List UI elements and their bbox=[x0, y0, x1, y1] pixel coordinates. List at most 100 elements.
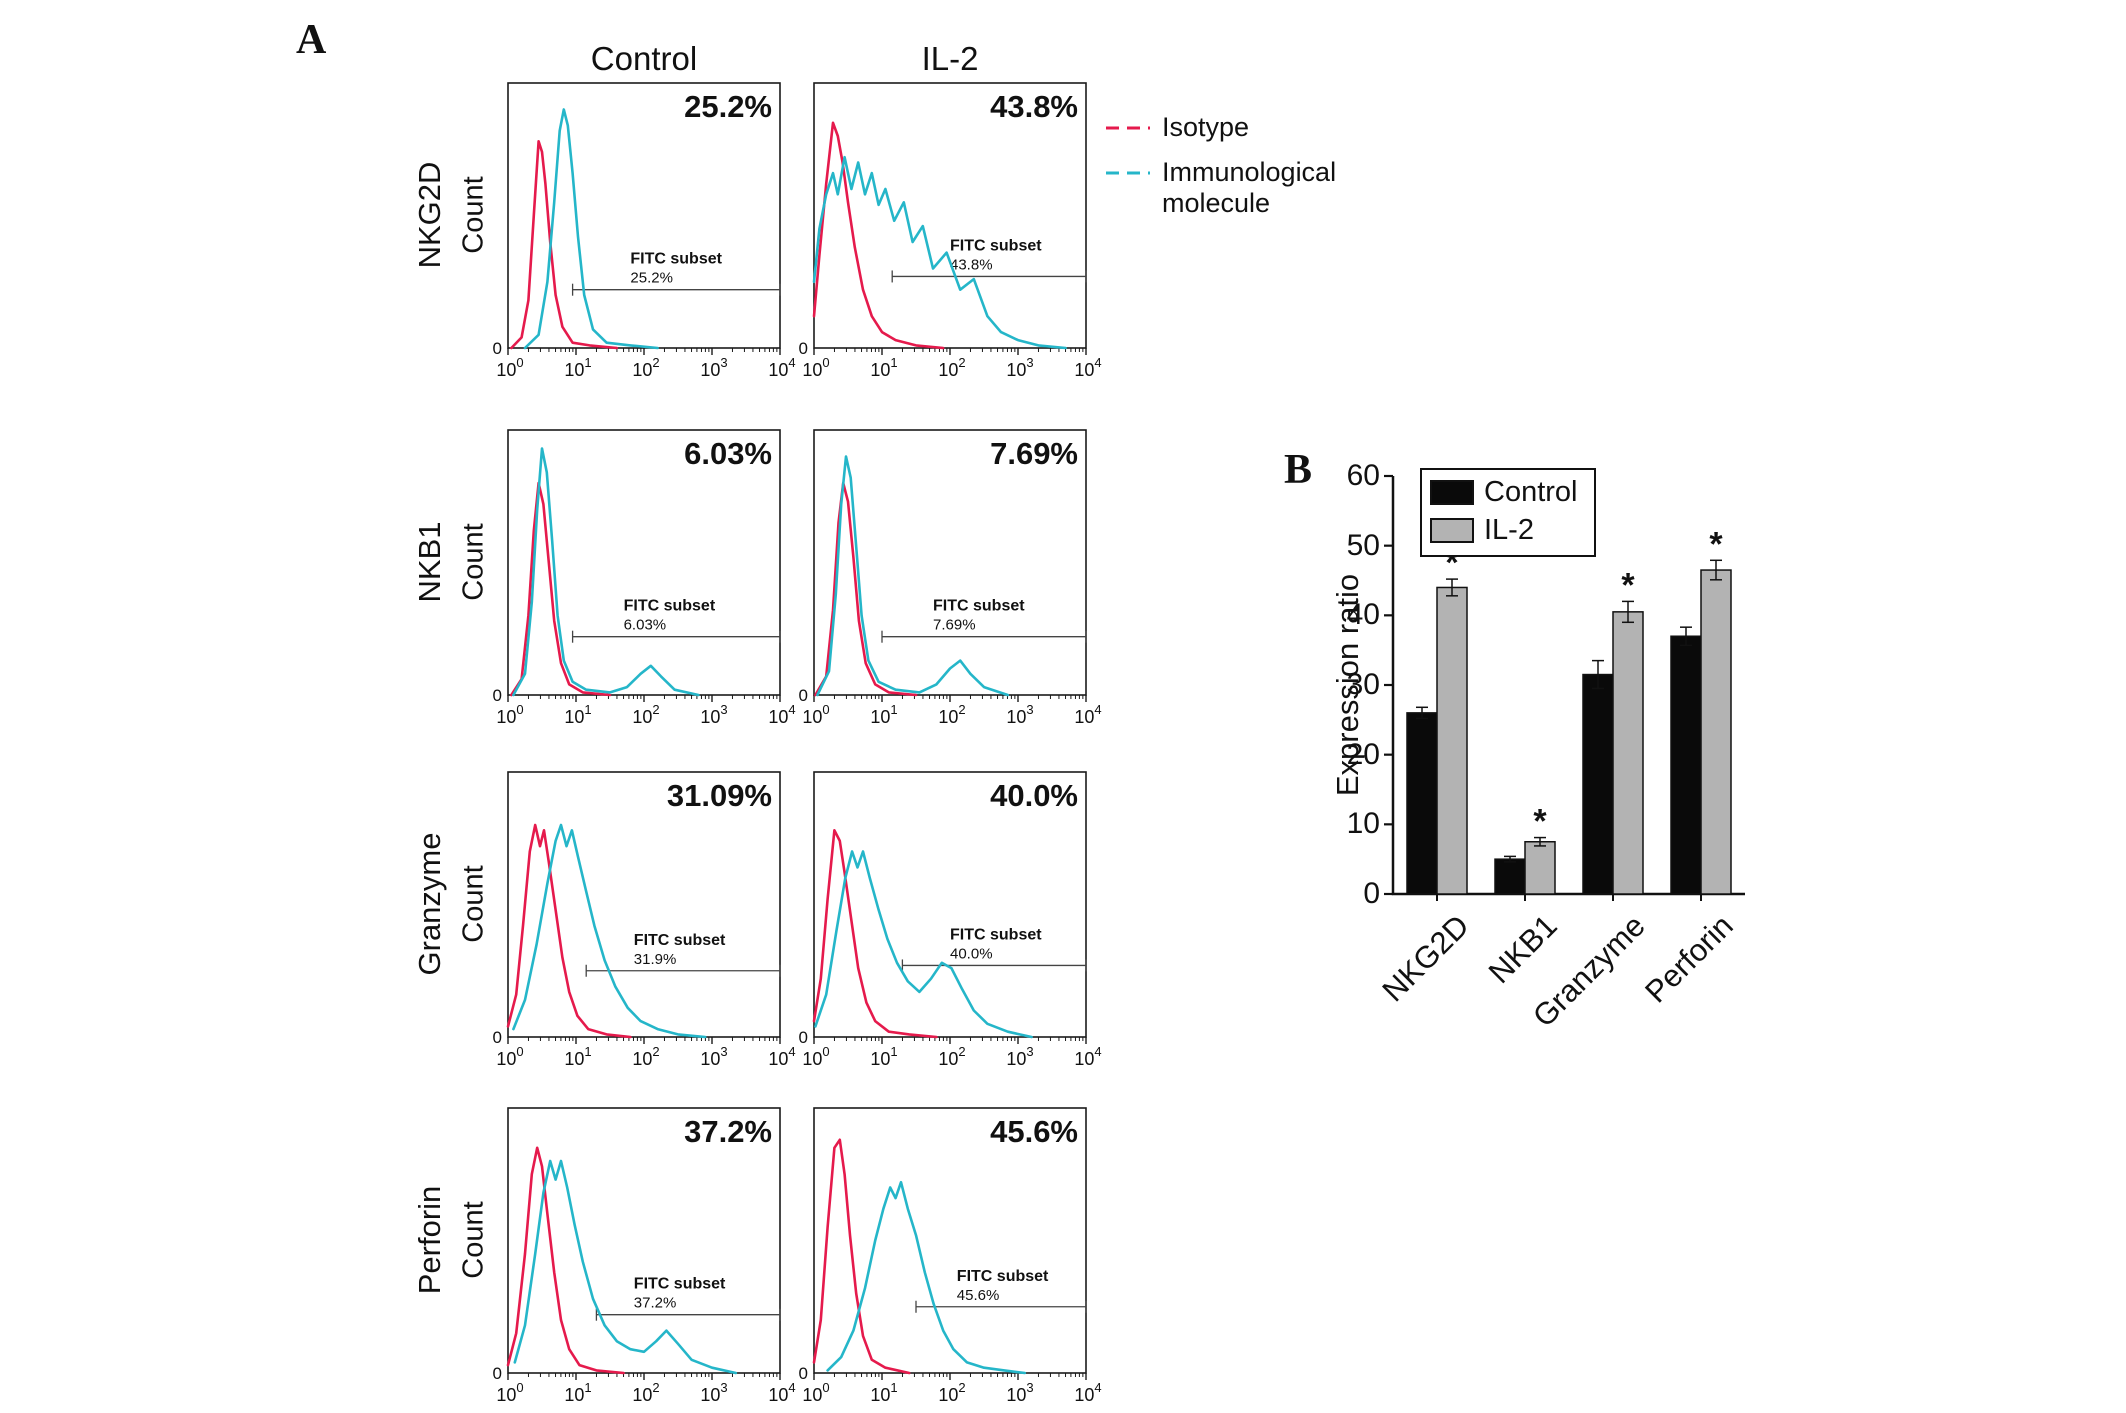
svg-text:103: 103 bbox=[700, 702, 727, 727]
positive-percent-label: 37.2% bbox=[684, 1114, 772, 1149]
y-tick-10: 10 bbox=[1346, 807, 1380, 840]
svg-text:103: 103 bbox=[1006, 702, 1033, 727]
svg-text:101: 101 bbox=[564, 1380, 591, 1405]
flow-histogram-perforin-il2: 100 101 102 103 104 0 FITC subset 45.6% 45.6% bbox=[774, 1096, 1126, 1413]
svg-text:101: 101 bbox=[870, 1044, 897, 1069]
svg-text:7.69%: 7.69% bbox=[933, 617, 976, 634]
svg-text:104: 104 bbox=[1074, 1380, 1101, 1405]
positive-percent-label: 45.6% bbox=[990, 1114, 1078, 1149]
svg-text:100: 100 bbox=[496, 355, 523, 380]
svg-text:102: 102 bbox=[938, 1380, 965, 1405]
y-tick-30: 30 bbox=[1346, 668, 1380, 701]
positive-percent-label: 31.09% bbox=[666, 778, 772, 813]
y-tick-60: 60 bbox=[1346, 459, 1380, 492]
legend-item-il2: IL-2 bbox=[1430, 514, 1578, 547]
flow-histogram-nkb1-control: 100 101 102 103 104 0 FITC subset 6.03% 6.03% bbox=[468, 418, 820, 738]
legend-label-immunological-molecule: Immunological molecule bbox=[1162, 157, 1337, 219]
svg-text:37.2%: 37.2% bbox=[634, 1295, 677, 1312]
svg-text:102: 102 bbox=[632, 355, 659, 380]
svg-text:0: 0 bbox=[799, 1364, 808, 1383]
il2-swatch bbox=[1430, 518, 1474, 543]
svg-text:0: 0 bbox=[799, 1028, 808, 1047]
svg-text:101: 101 bbox=[870, 355, 897, 380]
svg-text:100: 100 bbox=[496, 1380, 523, 1405]
bar-chart: **** bbox=[1384, 474, 1745, 901]
positive-percent-label: 25.2% bbox=[684, 89, 772, 124]
flow-histogram-canvas: 100 101 102 103 104 0 FITC subset 40.0% bbox=[799, 771, 1102, 1069]
control-swatch bbox=[1430, 480, 1474, 505]
svg-text:*: * bbox=[1621, 566, 1635, 604]
legend-label-isotype: Isotype bbox=[1162, 112, 1250, 142]
svg-text:0: 0 bbox=[799, 339, 808, 358]
flow-legend: Isotype Immunological molecule bbox=[1104, 112, 1376, 219]
legend-label-control: Control bbox=[1484, 476, 1578, 508]
svg-text:102: 102 bbox=[938, 355, 965, 380]
svg-text:6.03%: 6.03% bbox=[624, 617, 667, 634]
legend-label-il2: IL-2 bbox=[1484, 514, 1534, 546]
positive-percent-label: 40.0% bbox=[990, 778, 1078, 813]
flow-histogram-canvas: 100 101 102 103 104 0 FITC subset 43.8% bbox=[799, 82, 1102, 380]
flow-histogram-nkg2d-control: 100 101 102 103 104 0 FITC subset 25.2% 25.2% bbox=[468, 71, 820, 391]
svg-text:100: 100 bbox=[496, 1044, 523, 1069]
row-label-nkg2d: NKG2D bbox=[412, 161, 447, 269]
svg-text:104: 104 bbox=[1074, 1044, 1101, 1069]
svg-text:0: 0 bbox=[493, 339, 502, 358]
svg-text:FITC subset: FITC subset bbox=[950, 926, 1042, 943]
flow-histogram-canvas: 100 101 102 103 104 0 FITC subset 45.6% bbox=[799, 1107, 1102, 1405]
svg-text:0: 0 bbox=[493, 686, 502, 705]
molecule-dash-icon bbox=[1106, 171, 1150, 175]
y-tick-20: 20 bbox=[1346, 738, 1380, 771]
panel-b-label: B bbox=[1284, 447, 1313, 493]
svg-text:100: 100 bbox=[802, 355, 829, 380]
svg-text:102: 102 bbox=[938, 702, 965, 727]
svg-text:103: 103 bbox=[700, 355, 727, 380]
column-header-control: Control bbox=[590, 40, 698, 77]
svg-text:0: 0 bbox=[493, 1028, 502, 1047]
svg-text:103: 103 bbox=[700, 1380, 727, 1405]
flow-histogram-canvas: 100 101 102 103 104 0 FITC subset 7.69% bbox=[799, 429, 1102, 727]
svg-text:102: 102 bbox=[632, 702, 659, 727]
svg-text:0: 0 bbox=[493, 1364, 502, 1383]
svg-text:101: 101 bbox=[564, 702, 591, 727]
svg-text:0: 0 bbox=[799, 686, 808, 705]
svg-text:101: 101 bbox=[870, 702, 897, 727]
svg-text:43.8%: 43.8% bbox=[950, 256, 993, 273]
svg-text:100: 100 bbox=[496, 702, 523, 727]
isotype-dash-icon bbox=[1106, 126, 1150, 130]
svg-text:25.2%: 25.2% bbox=[630, 270, 673, 287]
flow-histogram-nkg2d-il2: 100 101 102 103 104 0 FITC subset 43.8% 43.8% bbox=[774, 71, 1126, 391]
svg-text:102: 102 bbox=[632, 1380, 659, 1405]
svg-text:*: * bbox=[1709, 525, 1723, 563]
svg-text:102: 102 bbox=[938, 1044, 965, 1069]
svg-text:FITC subset: FITC subset bbox=[950, 237, 1042, 254]
svg-text:100: 100 bbox=[802, 702, 829, 727]
svg-text:FITC subset: FITC subset bbox=[634, 1276, 726, 1293]
svg-text:31.9%: 31.9% bbox=[634, 951, 677, 968]
y-tick-0: 0 bbox=[1363, 877, 1380, 910]
svg-text:103: 103 bbox=[700, 1044, 727, 1069]
svg-text:101: 101 bbox=[564, 355, 591, 380]
legend-item-immunological-molecule: Immunological molecule bbox=[1104, 157, 1376, 219]
svg-text:103: 103 bbox=[1006, 1044, 1033, 1069]
row-label-granzyme: Granzyme bbox=[412, 832, 447, 976]
svg-text:100: 100 bbox=[802, 1380, 829, 1405]
svg-text:101: 101 bbox=[564, 1044, 591, 1069]
positive-percent-label: 6.03% bbox=[684, 436, 772, 471]
svg-text:FITC subset: FITC subset bbox=[634, 932, 726, 949]
svg-text:45.6%: 45.6% bbox=[957, 1287, 1000, 1304]
positive-percent-label: 7.69% bbox=[990, 436, 1078, 471]
svg-text:FITC subset: FITC subset bbox=[957, 1268, 1049, 1285]
svg-text:FITC subset: FITC subset bbox=[630, 251, 722, 268]
flow-histogram-granzyme-control: 100 101 102 103 104 0 FITC subset 31.9% 31.09% bbox=[468, 760, 820, 1080]
svg-text:100: 100 bbox=[802, 1044, 829, 1069]
bar-legend: Control IL-2 bbox=[1420, 468, 1596, 557]
svg-text:101: 101 bbox=[870, 1380, 897, 1405]
svg-text:104: 104 bbox=[1074, 702, 1101, 727]
svg-text:40.0%: 40.0% bbox=[950, 945, 993, 962]
svg-text:102: 102 bbox=[632, 1044, 659, 1069]
svg-text:FITC subset: FITC subset bbox=[933, 598, 1025, 615]
